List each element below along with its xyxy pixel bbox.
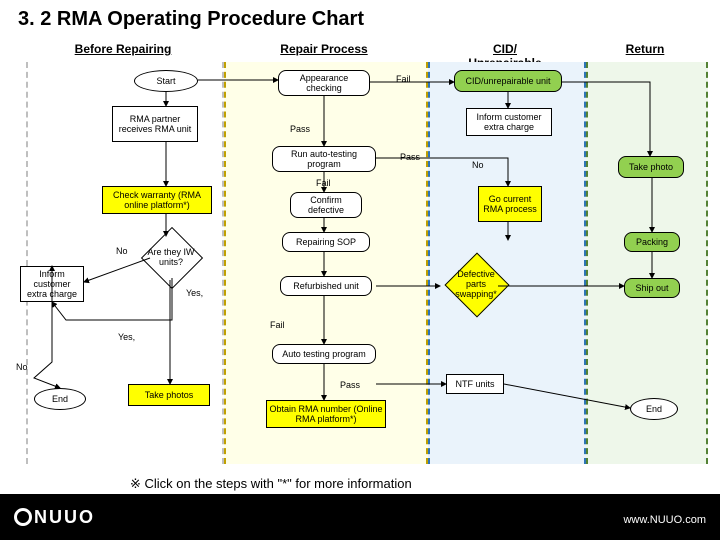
edge-6 xyxy=(34,302,60,388)
edge-17 xyxy=(376,158,508,186)
edge-22 xyxy=(504,384,630,408)
footer: NUUO www.NUUO.com xyxy=(0,494,720,540)
url: www.NUUO.com xyxy=(623,514,706,526)
edge-25 xyxy=(562,82,650,156)
edge-3 xyxy=(84,258,150,282)
edge-4 xyxy=(52,278,172,320)
logo: NUUO xyxy=(14,507,95,528)
footnote: ※ Click on the steps with "*" for more i… xyxy=(130,476,412,492)
